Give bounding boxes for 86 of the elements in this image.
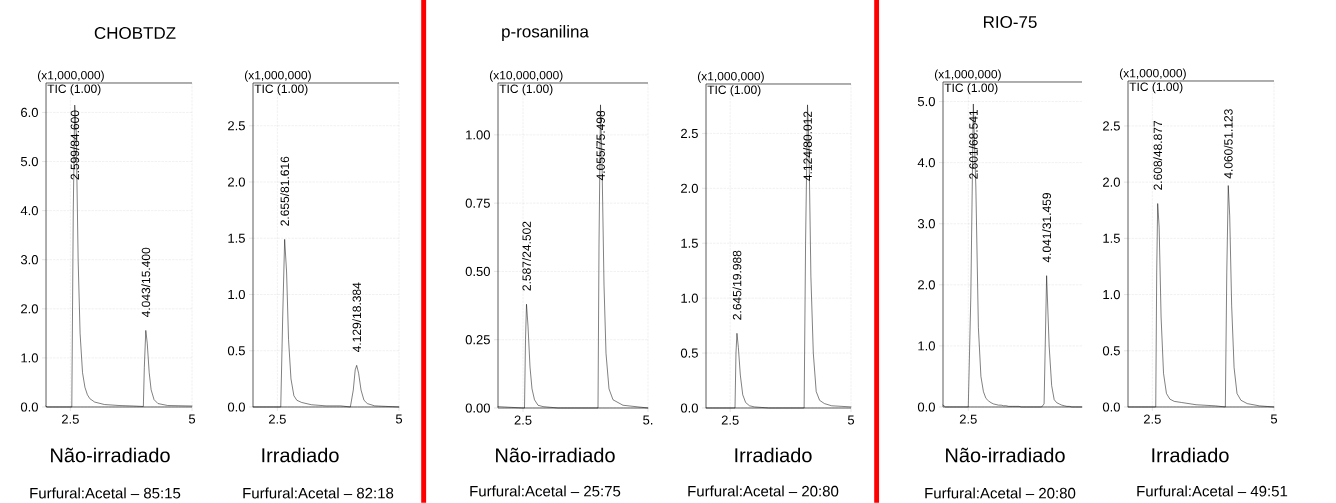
y-tick-label: 2.0 bbox=[681, 183, 698, 193]
chart-title: CHOBTDZ bbox=[94, 26, 176, 40]
annotation: 4.124/80.012 bbox=[803, 111, 812, 181]
y-tick-label: 0.25 bbox=[465, 335, 490, 345]
y-tick-label: 1.0 bbox=[1103, 289, 1120, 300]
annotation: 2.601/68.541 bbox=[968, 109, 978, 179]
y-tick-label: 1.5 bbox=[228, 233, 245, 243]
y-tick-label: 5.0 bbox=[917, 96, 935, 107]
y-tick-label: 2.0 bbox=[228, 177, 245, 187]
y-tick-label: 1.00 bbox=[466, 130, 490, 140]
annotation: TIC (1.00) bbox=[707, 85, 761, 97]
annotation: 4.055/75.498 bbox=[596, 110, 605, 181]
y-tick-label: 2.0 bbox=[918, 280, 935, 290]
text: Furfural:Acetal – 82:18 bbox=[243, 487, 394, 499]
y-tick-label: 2.0 bbox=[1103, 177, 1120, 187]
text: Furfural:Acetal – 25:75 bbox=[470, 485, 621, 497]
annotation: TIC (1.00) bbox=[47, 84, 101, 96]
annotation: 4.060/51.123 bbox=[1223, 109, 1233, 179]
chart-title: p-rosanilina bbox=[502, 25, 589, 41]
chart-title: RIO-75 bbox=[984, 15, 1037, 29]
text: (x1,000,000) bbox=[37, 70, 104, 82]
x-tick-label: 5 bbox=[847, 415, 855, 425]
y-tick-label: 0.5 bbox=[1102, 346, 1120, 356]
text: (x10,000,000) bbox=[489, 70, 563, 82]
x-axis-title: Irradiado bbox=[1152, 447, 1229, 463]
x-tick-label: 2.5 bbox=[268, 414, 286, 424]
y-tick-label: 4.0 bbox=[917, 158, 935, 168]
y-tick-label: 2.5 bbox=[228, 121, 245, 131]
y-tick-label: 0.0 bbox=[1102, 402, 1120, 412]
x-axis-title: Não-irradiado bbox=[946, 447, 1065, 463]
x-axis-title: Irradiado bbox=[262, 447, 339, 463]
annotation: TIC (1.00) bbox=[1129, 82, 1183, 94]
text: (x1,000,000) bbox=[697, 71, 764, 83]
x-tick-label: 2.5 bbox=[959, 414, 977, 424]
y-tick-label: 0.00 bbox=[465, 403, 490, 413]
x-tick-label: 5 bbox=[395, 414, 403, 424]
text: (x1,000,000) bbox=[934, 69, 1001, 81]
y-tick-label: 1.0 bbox=[21, 353, 38, 363]
text: Furfural:Acetal – 20:80 bbox=[688, 485, 839, 497]
y-tick-label: 3.0 bbox=[20, 255, 38, 265]
annotation: TIC (1.00) bbox=[499, 84, 553, 96]
text: (x1,000,000) bbox=[1119, 68, 1186, 80]
y-tick-label: 1.0 bbox=[918, 341, 935, 351]
y-tick-label: 3.0 bbox=[917, 219, 935, 229]
y-tick-label: 6.0 bbox=[21, 107, 38, 118]
x-axis-title: Não-irradiado bbox=[51, 447, 170, 463]
annotation: 2.645/19.988 bbox=[732, 250, 742, 320]
y-tick-label: 2.5 bbox=[1103, 121, 1120, 131]
y-tick-label: 1.0 bbox=[228, 289, 245, 300]
text: Furfural:Acetal – 49:51 bbox=[1137, 485, 1288, 497]
y-tick-label: 4.0 bbox=[20, 206, 38, 216]
x-tick-label: 2.5 bbox=[514, 415, 532, 425]
x-axis-title: Irradiado bbox=[735, 447, 812, 463]
x-axis-title: Não-irradiado bbox=[496, 447, 615, 463]
x-tick-label: 2.5 bbox=[1143, 414, 1161, 424]
y-tick-label: 0.5 bbox=[227, 346, 245, 356]
y-tick-label: 5.0 bbox=[20, 156, 38, 167]
annotation: 4.041/31.459 bbox=[1042, 193, 1052, 263]
annotation: TIC (1.00) bbox=[254, 84, 308, 96]
x-tick-label: 2.5 bbox=[721, 415, 739, 425]
text: Furfural:Acetal – 20:80 bbox=[925, 487, 1076, 499]
annotation: 4.043/15.400 bbox=[141, 247, 151, 318]
y-tick-label: 0.0 bbox=[680, 403, 698, 413]
text: (x1,000,000) bbox=[244, 70, 311, 82]
y-tick-label: 1.5 bbox=[681, 238, 698, 248]
text: Furfural:Acetal – 85:15 bbox=[30, 487, 181, 499]
annotation: 4.129/18.384 bbox=[352, 282, 362, 353]
annotation: 2.608/48.877 bbox=[1153, 120, 1163, 190]
annotation: 2.599/84.600 bbox=[70, 110, 80, 180]
y-tick-label: 0.75 bbox=[465, 198, 490, 208]
y-tick-label: 0.0 bbox=[227, 402, 245, 412]
y-tick-label: 0.0 bbox=[20, 402, 38, 412]
y-tick-label: 0.5 bbox=[680, 348, 698, 358]
y-tick-label: 0.0 bbox=[917, 402, 935, 412]
y-tick-label: 2.0 bbox=[21, 304, 38, 314]
y-tick-label: 2.5 bbox=[681, 128, 698, 139]
x-tick-label: 5 bbox=[1270, 414, 1278, 424]
x-tick-label: 5 bbox=[188, 414, 196, 424]
annotation: 2.587/24.502 bbox=[522, 221, 531, 291]
annotation: TIC (1.00) bbox=[944, 83, 998, 95]
x-tick-label: 5. bbox=[643, 415, 653, 425]
y-tick-label: 1.5 bbox=[1103, 233, 1120, 243]
x-tick-label: 2.5 bbox=[61, 414, 79, 424]
y-tick-label: 0.50 bbox=[465, 266, 490, 277]
y-tick-label: 1.0 bbox=[681, 293, 698, 303]
annotation: 2.655/81.616 bbox=[280, 156, 290, 226]
